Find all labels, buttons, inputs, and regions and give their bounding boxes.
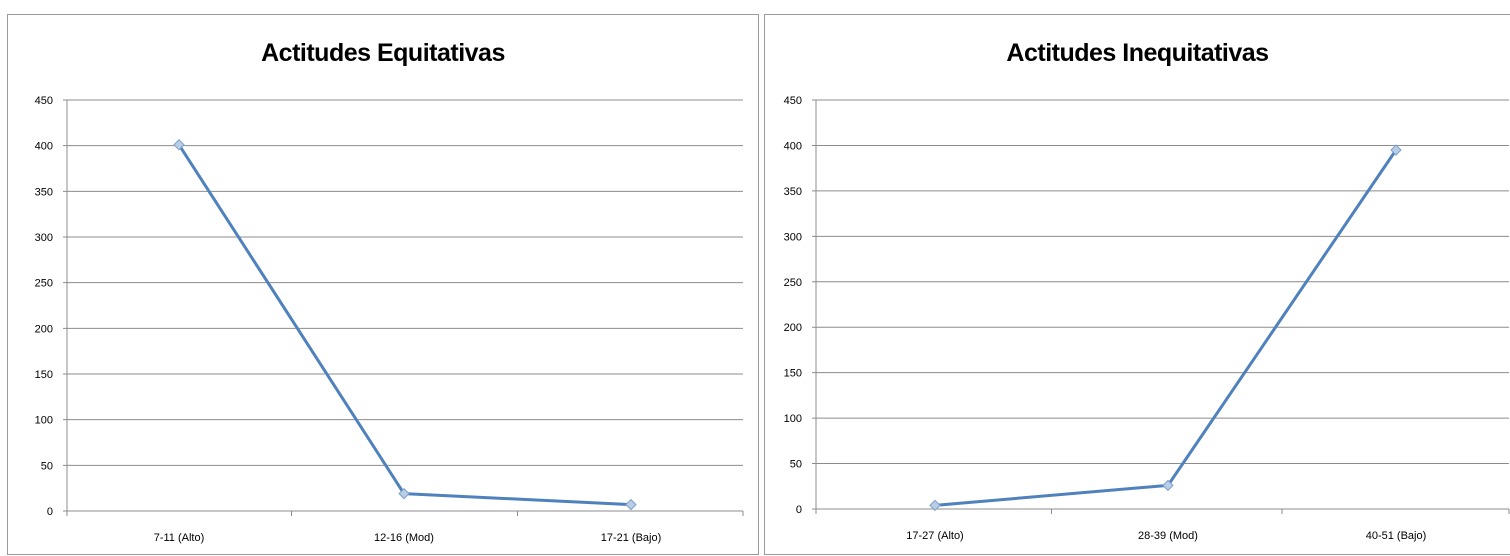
y-tick-label: 0 xyxy=(796,504,802,516)
data-point-marker xyxy=(625,498,637,511)
y-tick-label: 450 xyxy=(784,95,802,107)
y-tick-label: 50 xyxy=(790,459,802,471)
y-tick-label: 200 xyxy=(784,322,802,334)
data-point-marker xyxy=(1162,479,1174,492)
y-tick-label: 300 xyxy=(35,232,53,244)
x-tick-label: 28-39 (Mod) xyxy=(1138,530,1198,542)
data-point-marker xyxy=(929,499,941,512)
y-tick-label: 400 xyxy=(784,140,802,152)
x-tick-label: 40-51 (Bajo) xyxy=(1366,530,1427,542)
y-tick-label: 200 xyxy=(35,323,53,335)
y-tick-label: 150 xyxy=(35,369,53,381)
y-tick-label: 400 xyxy=(35,141,53,153)
x-tick-label: 7-11 (Alto) xyxy=(154,532,205,544)
data-point-marker xyxy=(398,487,410,500)
y-tick-label: 350 xyxy=(784,186,802,198)
x-tick-label: 12-16 (Mod) xyxy=(374,532,434,544)
y-tick-label: 50 xyxy=(41,460,53,472)
x-tick-label: 17-27 (Alto) xyxy=(906,530,963,542)
plot-area: 0 50 100 150 200 250 300 350 400 450 17-27 (Alto) 2… xyxy=(784,95,1510,542)
y-tick-label: 0 xyxy=(47,506,53,518)
chart-equitativas: Actitudes Equitativas 0 50 100 150 200 250 300… xyxy=(7,14,759,555)
y-tick-label: 300 xyxy=(784,231,802,243)
data-point-marker xyxy=(1390,144,1402,156)
x-tick-label: 17-21 (Bajo) xyxy=(601,532,662,544)
plot-area: 0 50 100 150 200 250 300 350 400 450 7-11 (Alto) 12… xyxy=(35,95,744,544)
data-point-marker xyxy=(173,139,185,151)
chart-inequitativas: Actitudes Inequitativas 0 50 100 150 200 250 3… xyxy=(764,14,1510,555)
series-line xyxy=(177,143,633,507)
y-tick-label: 350 xyxy=(35,186,53,198)
y-tick-label: 100 xyxy=(35,415,53,427)
y-tick-label: 250 xyxy=(35,278,53,290)
chart-title: Actitudes Inequitativas xyxy=(1006,39,1269,67)
chart-title: Actitudes Equitativas xyxy=(261,39,505,67)
y-tick-label: 150 xyxy=(784,368,802,380)
y-tick-label: 100 xyxy=(784,413,802,425)
y-tick-label: 450 xyxy=(35,95,53,107)
y-tick-label: 250 xyxy=(784,277,802,289)
